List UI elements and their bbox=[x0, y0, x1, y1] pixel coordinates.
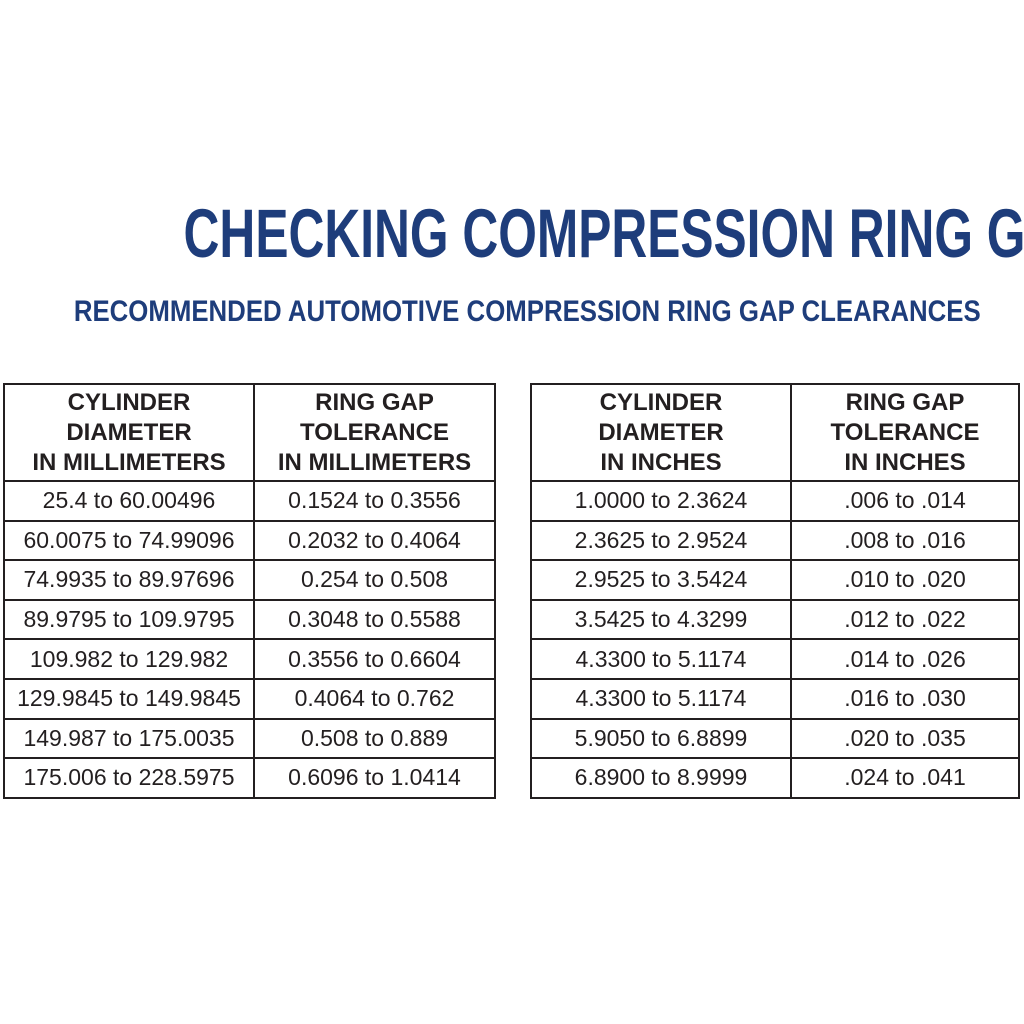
table-row: 5.9050 to 6.8899 .020 to .035 bbox=[530, 717, 1020, 760]
tolerance-cell: 0.254 to 0.508 bbox=[253, 559, 496, 601]
header-line: RING GAP bbox=[845, 388, 965, 416]
tolerance-cell: .006 to .014 bbox=[790, 480, 1020, 522]
diameter-cell: 60.0075 to 74.99096 bbox=[3, 519, 255, 562]
table-row: 89.9795 to 109.9795 0.3048 to 0.5588 bbox=[3, 598, 496, 641]
tolerance-cell: 0.3556 to 0.6604 bbox=[253, 638, 496, 680]
header-line: TOLERANCE bbox=[300, 418, 449, 446]
tolerance-cell: .008 to .016 bbox=[790, 519, 1020, 562]
header-line: CYLINDER bbox=[67, 388, 191, 416]
header-line: RING GAP bbox=[315, 388, 434, 416]
tolerance-cell: .010 to .020 bbox=[790, 559, 1020, 601]
inch-tolerance-header: RING GAP TOLERANCE IN INCHES bbox=[790, 383, 1020, 482]
table-row: 3.5425 to 4.3299 .012 to .022 bbox=[530, 598, 1020, 641]
diameter-cell: 74.9935 to 89.97696 bbox=[3, 559, 255, 601]
table-row: 1.0000 to 2.3624 .006 to .014 bbox=[530, 480, 1020, 522]
diameter-cell: 2.9525 to 3.5424 bbox=[530, 559, 792, 601]
mm-diameter-header: CYLINDER DIAMETER IN MILLIMETERS bbox=[3, 383, 255, 482]
table-row: 149.987 to 175.0035 0.508 to 0.889 bbox=[3, 717, 496, 760]
table-row: 2.3625 to 2.9524 .008 to .016 bbox=[530, 519, 1020, 562]
inch-diameter-header: CYLINDER DIAMETER IN INCHES bbox=[530, 383, 792, 482]
table-row: 60.0075 to 74.99096 0.2032 to 0.4064 bbox=[3, 519, 496, 562]
table-header-row: CYLINDER DIAMETER IN MILLIMETERS RING GA… bbox=[3, 383, 496, 482]
tolerance-cell: 0.2032 to 0.4064 bbox=[253, 519, 496, 562]
tolerance-cell: .012 to .022 bbox=[790, 598, 1020, 641]
millimeters-table: CYLINDER DIAMETER IN MILLIMETERS RING GA… bbox=[3, 383, 496, 799]
table-row: 4.3300 to 5.1174 .016 to .030 bbox=[530, 677, 1020, 720]
diameter-cell: 149.987 to 175.0035 bbox=[3, 717, 255, 760]
title-container: CHECKING COMPRESSION RING GAPS bbox=[0, 199, 1024, 268]
diameter-cell: 109.982 to 129.982 bbox=[3, 638, 255, 680]
diameter-cell: 2.3625 to 2.9524 bbox=[530, 519, 792, 562]
mm-tolerance-header: RING GAP TOLERANCE IN MILLIMETERS bbox=[253, 383, 496, 482]
tolerance-cell: .020 to .035 bbox=[790, 717, 1020, 760]
table-row: 4.3300 to 5.1174 .014 to .026 bbox=[530, 638, 1020, 680]
tolerance-cell: .024 to .041 bbox=[790, 757, 1020, 799]
header-line: CYLINDER bbox=[599, 388, 723, 416]
table-header-row: CYLINDER DIAMETER IN INCHES RING GAP TOL… bbox=[530, 383, 1020, 482]
diameter-cell: 1.0000 to 2.3624 bbox=[530, 480, 792, 522]
subtitle-container: RECOMMENDED AUTOMOTIVE COMPRESSION RING … bbox=[0, 297, 1024, 327]
tolerance-cell: .016 to .030 bbox=[790, 677, 1020, 720]
diameter-cell: 25.4 to 60.00496 bbox=[3, 480, 255, 522]
diameter-cell: 129.9845 to 149.9845 bbox=[3, 677, 255, 720]
header-line: DIAMETER bbox=[598, 418, 724, 446]
table-row: 74.9935 to 89.97696 0.254 to 0.508 bbox=[3, 559, 496, 601]
diameter-cell: 175.006 to 228.5975 bbox=[3, 757, 255, 799]
tolerance-cell: 0.508 to 0.889 bbox=[253, 717, 496, 760]
table-row: 175.006 to 228.5975 0.6096 to 1.0414 bbox=[3, 757, 496, 799]
diameter-cell: 4.3300 to 5.1174 bbox=[530, 677, 792, 720]
table-row: 109.982 to 129.982 0.3556 to 0.6604 bbox=[3, 638, 496, 680]
tolerance-cell: .014 to .026 bbox=[790, 638, 1020, 680]
table-row: 2.9525 to 3.5424 .010 to .020 bbox=[530, 559, 1020, 601]
header-line: DIAMETER bbox=[66, 418, 192, 446]
tolerance-cell: 0.4064 to 0.762 bbox=[253, 677, 496, 720]
inches-table: CYLINDER DIAMETER IN INCHES RING GAP TOL… bbox=[530, 383, 1020, 799]
header-line: IN MILLIMETERS bbox=[277, 448, 472, 476]
header-line: IN INCHES bbox=[844, 448, 966, 476]
page-title: CHECKING COMPRESSION RING GAPS bbox=[183, 195, 1024, 272]
tolerance-cell: 0.3048 to 0.5588 bbox=[253, 598, 496, 641]
diameter-cell: 5.9050 to 6.8899 bbox=[530, 717, 792, 760]
diameter-cell: 89.9795 to 109.9795 bbox=[3, 598, 255, 641]
diameter-cell: 4.3300 to 5.1174 bbox=[530, 638, 792, 680]
table-row: 25.4 to 60.00496 0.1524 to 0.3556 bbox=[3, 480, 496, 522]
header-line: IN INCHES bbox=[600, 448, 722, 476]
diameter-cell: 3.5425 to 4.3299 bbox=[530, 598, 792, 641]
diameter-cell: 6.8900 to 8.9999 bbox=[530, 757, 792, 799]
header-line: TOLERANCE bbox=[830, 418, 980, 446]
tolerance-cell: 0.1524 to 0.3556 bbox=[253, 480, 496, 522]
tolerance-cell: 0.6096 to 1.0414 bbox=[253, 757, 496, 799]
table-row: 129.9845 to 149.9845 0.4064 to 0.762 bbox=[3, 677, 496, 720]
page-subtitle: RECOMMENDED AUTOMOTIVE COMPRESSION RING … bbox=[73, 295, 981, 328]
table-row: 6.8900 to 8.9999 .024 to .041 bbox=[530, 757, 1020, 799]
header-line: IN MILLIMETERS bbox=[32, 448, 226, 476]
